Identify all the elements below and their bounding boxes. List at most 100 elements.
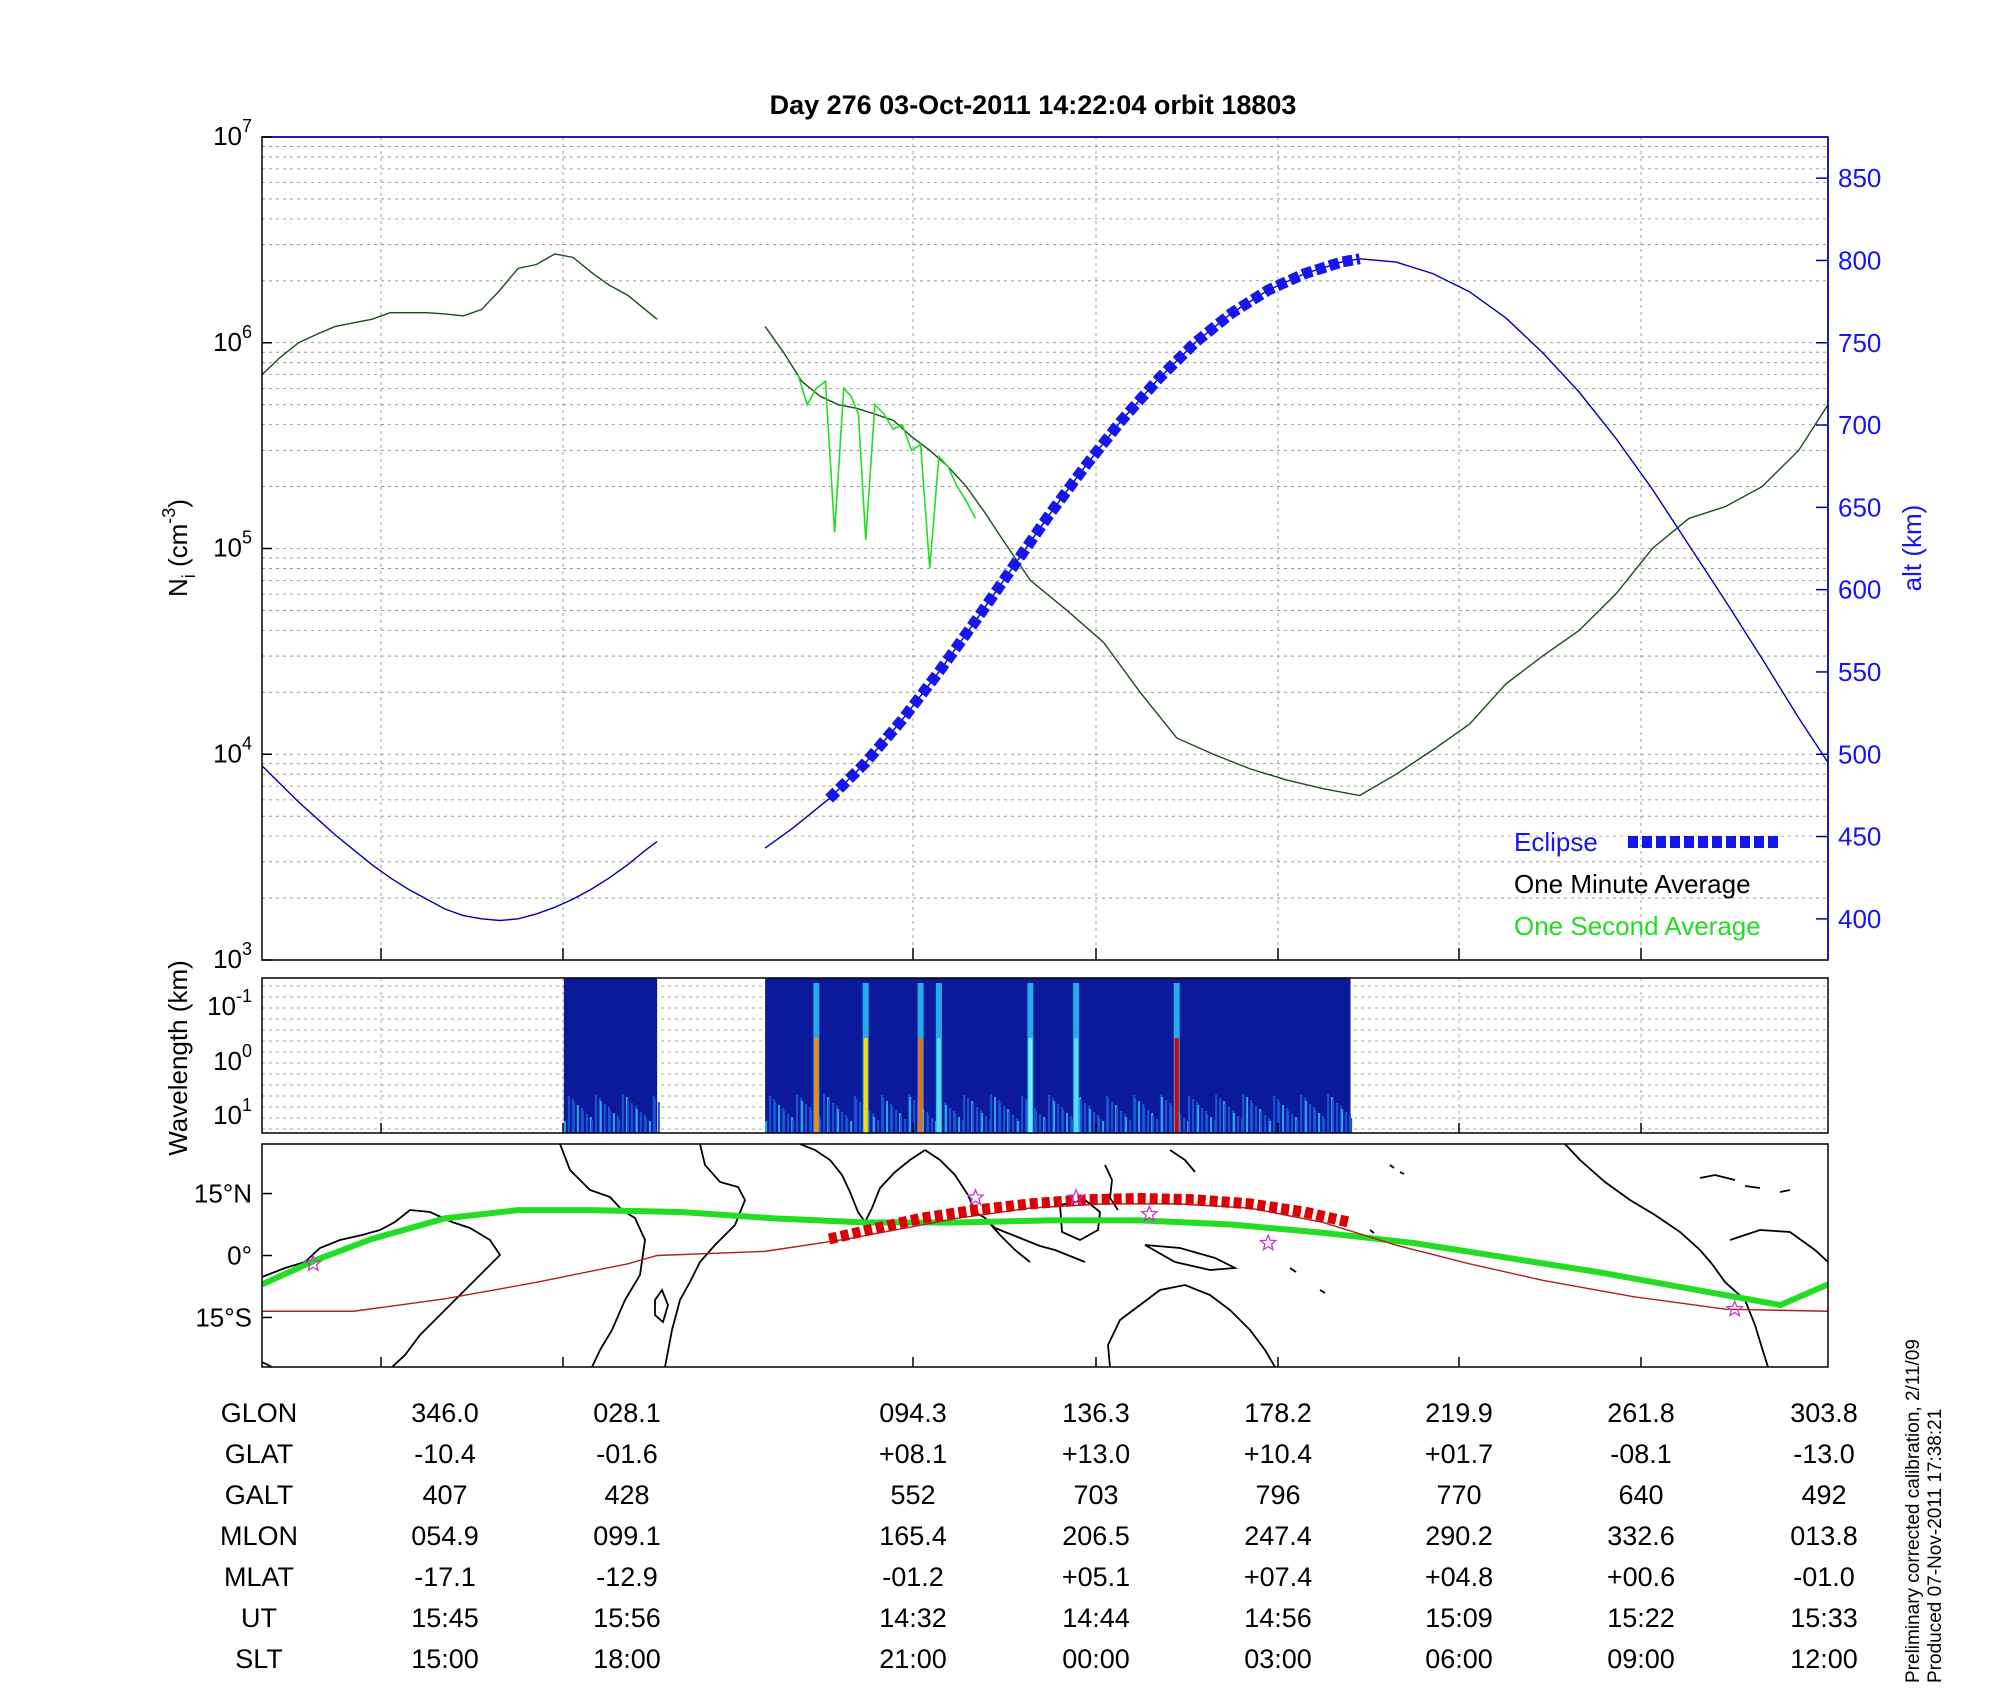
- spectrogram-streak: [1048, 1095, 1051, 1133]
- ephemeris-cell: -01.6: [596, 1439, 658, 1469]
- spectrogram-streak: [837, 1109, 840, 1133]
- ephemeris-cell: 15:56: [593, 1603, 661, 1633]
- ephemeris-cell: 303.8: [1790, 1398, 1858, 1428]
- ephemeris-row-label: GLON: [220, 1398, 298, 1428]
- map-y-ticks: 15°N 0° 15°S: [194, 1179, 272, 1332]
- spectrogram-streak: [1336, 1103, 1339, 1133]
- spectrogram-streak: [1138, 1101, 1141, 1133]
- spec-y-tick-exp: 0: [242, 1041, 252, 1061]
- ephemeris-row-label: MLAT: [223, 1562, 294, 1592]
- ephemeris-cell: 407: [422, 1480, 468, 1510]
- ephemeris-cell: 15:09: [1425, 1603, 1493, 1633]
- spectrogram-streak: [567, 1096, 570, 1133]
- ephemeris-cell: 178.2: [1244, 1398, 1312, 1428]
- spectrogram-streak: [1143, 1107, 1146, 1133]
- spectrogram-streak: [1255, 1106, 1258, 1133]
- spectrogram-streak: [1134, 1098, 1137, 1133]
- left-axis-label-exp: -3: [159, 508, 179, 524]
- spec-y-tick-label: 101: [213, 1095, 252, 1130]
- spectrogram-streak: [1282, 1105, 1285, 1133]
- ephemeris-cell: 14:32: [879, 1603, 947, 1633]
- map-x-ticks: [380, 1357, 1642, 1367]
- left-tick-exp: 6: [242, 322, 252, 342]
- ephemeris-cell: 770: [1436, 1480, 1482, 1510]
- spectrogram-streak: [1183, 1118, 1186, 1133]
- spectrogram-block: [563, 978, 658, 1133]
- right-tick-label: 550: [1838, 657, 1881, 687]
- spec-y-tick-base: 10: [213, 1046, 242, 1076]
- ephemeris-cell: 206.5: [1062, 1521, 1130, 1551]
- spectrogram-streak: [1215, 1095, 1218, 1133]
- spectrogram-streak: [787, 1114, 790, 1133]
- spectrogram-streak: [1156, 1119, 1159, 1133]
- spectrogram-streak: [810, 1110, 813, 1133]
- south-america-east-coast: [1729, 1229, 1828, 1263]
- spectrogram-streak: [581, 1111, 584, 1133]
- ephemeris-cell: -13.0: [1793, 1439, 1855, 1469]
- ephemeris-cell: -12.9: [596, 1562, 658, 1592]
- ephemeris-cell: 00:00: [1062, 1644, 1130, 1674]
- spectrogram-streak: [599, 1101, 602, 1133]
- ephemeris-cell: 290.2: [1425, 1521, 1493, 1551]
- spectrogram-streak: [1003, 1106, 1006, 1133]
- spectrogram-streak: [828, 1100, 831, 1133]
- ephemeris-cell: 247.4: [1244, 1521, 1312, 1551]
- spectrogram-streak: [1062, 1110, 1065, 1133]
- spectrogram-streak: [1039, 1114, 1042, 1133]
- map-lat-label: 15°S: [195, 1302, 252, 1332]
- spectrogram-streak: [630, 1103, 633, 1133]
- ephemeris-cell: +13.0: [1061, 1439, 1131, 1469]
- spectrogram-y-label: Wavelength (km): [163, 960, 193, 1156]
- spectrogram-streak: [954, 1114, 957, 1133]
- left-tick-base: 10: [213, 944, 242, 974]
- spectrogram-streak: [967, 1098, 970, 1133]
- spectrogram-streak: [653, 1099, 656, 1133]
- spectrogram-streak: [886, 1101, 889, 1133]
- spectrogram-hot-core: [1174, 1038, 1179, 1133]
- right-axis-label: alt (km): [1897, 505, 1927, 592]
- spectrogram-streak: [868, 1111, 871, 1133]
- spectrogram-streak: [774, 1102, 777, 1133]
- ephemeris-cell: 136.3: [1062, 1398, 1130, 1428]
- legend-second-label: One Second Average: [1514, 911, 1761, 941]
- spectrogram-streak: [626, 1100, 629, 1133]
- madagascar: [654, 1288, 669, 1324]
- map-eclipse: [827, 1193, 1352, 1245]
- spectrogram-streak: [1066, 1113, 1069, 1133]
- spectrogram-streak: [1161, 1097, 1164, 1133]
- ephemeris-cell: +04.8: [1424, 1562, 1494, 1592]
- ephemeris-cell: 14:44: [1062, 1603, 1130, 1633]
- spectrogram-streak: [1026, 1102, 1029, 1133]
- spectrogram-streak: [1314, 1110, 1317, 1133]
- spectrogram-streak: [904, 1119, 907, 1133]
- spectrogram-streak: [563, 1121, 566, 1133]
- spectrogram-streak: [608, 1110, 611, 1133]
- spectrogram-streak: [877, 1120, 880, 1133]
- spectrogram-streak: [644, 1118, 647, 1133]
- spec-y-tick-exp: -1: [236, 986, 252, 1006]
- left-axis-label-n: N: [163, 578, 193, 597]
- ephemeris-row-label: GALT: [224, 1480, 294, 1510]
- left-tick-label: 105: [213, 528, 252, 563]
- ephemeris-cell: 054.9: [411, 1521, 479, 1551]
- ephemeris-cell: -08.1: [1610, 1439, 1672, 1469]
- spectrogram-streak: [796, 1095, 799, 1133]
- spectrogram-streak: [594, 1095, 597, 1133]
- spectrogram-streak: [1332, 1100, 1335, 1133]
- ephemeris-cell: 094.3: [879, 1398, 947, 1428]
- spectrogram-streak: [648, 1121, 651, 1133]
- right-tick-label: 750: [1838, 328, 1881, 358]
- map-star-marker: [1066, 1187, 1086, 1206]
- spectrogram-streak: [1201, 1108, 1204, 1133]
- spectrogram-streak: [945, 1105, 948, 1133]
- ephemeris-cell: 703: [1073, 1480, 1119, 1510]
- spectrogram-streak: [1129, 1120, 1132, 1133]
- spectrogram-streak: [1287, 1111, 1290, 1133]
- spectrogram-streak: [617, 1119, 620, 1133]
- spectrogram-streak: [1188, 1096, 1191, 1133]
- legend: Eclipse One Minute Average One Second Av…: [1514, 827, 1780, 941]
- calibration-note: Preliminary corrected calibration, 2/11/…: [1903, 1339, 1947, 1683]
- spectrogram-streak: [639, 1112, 642, 1133]
- spectrogram-streak: [1309, 1104, 1312, 1133]
